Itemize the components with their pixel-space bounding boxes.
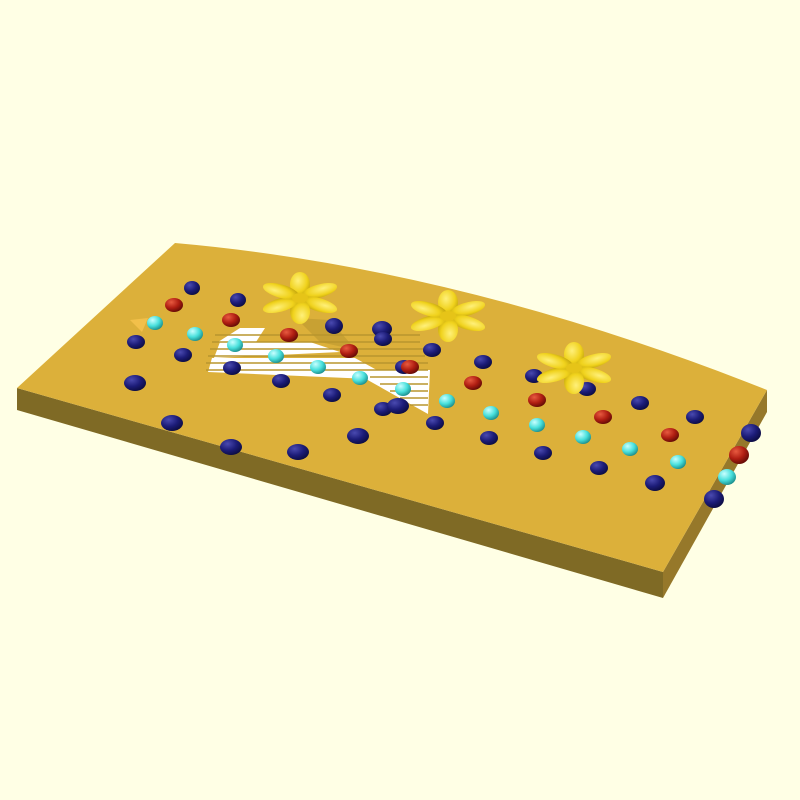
- marble-navy: [590, 461, 608, 475]
- marble-cyan: [718, 469, 736, 485]
- board: [17, 243, 767, 598]
- marble-navy: [230, 293, 246, 307]
- marble-navy: [161, 415, 183, 431]
- marble-navy: [534, 446, 552, 460]
- marble-navy: [741, 424, 761, 442]
- marble-cyan: [395, 382, 411, 396]
- marble-navy: [220, 439, 242, 455]
- marble-cyan: [575, 430, 591, 444]
- marble-red: [165, 298, 183, 312]
- marble-navy: [325, 318, 343, 334]
- cutout-region: [130, 318, 430, 414]
- marble-red: [401, 360, 419, 374]
- marble-navy: [426, 416, 444, 430]
- flower-right: [536, 341, 612, 395]
- marble-red: [661, 428, 679, 442]
- marble-cyan: [147, 316, 163, 330]
- flower-left: [262, 271, 338, 325]
- marble-red: [528, 393, 546, 407]
- marbles: [124, 281, 761, 508]
- marble-red: [594, 410, 612, 424]
- marble-navy: [704, 490, 724, 508]
- marble-cyan: [187, 327, 203, 341]
- marble-red: [280, 328, 298, 342]
- marble-navy: [645, 475, 665, 491]
- marble-navy: [287, 444, 309, 460]
- marble-red: [340, 344, 358, 358]
- marble-navy: [127, 335, 145, 349]
- marble-cyan: [352, 371, 368, 385]
- marble-navy: [323, 388, 341, 402]
- marble-red: [464, 376, 482, 390]
- board-front-face: [17, 388, 663, 598]
- flower-middle: [410, 289, 486, 343]
- marble-cyan: [310, 360, 326, 374]
- marble-cyan: [670, 455, 686, 469]
- marble-navy: [272, 374, 290, 388]
- marble-cyan: [622, 442, 638, 456]
- marble-navy: [374, 332, 392, 346]
- marble-navy: [474, 355, 492, 369]
- flowers: [262, 271, 612, 395]
- marble-cyan: [483, 406, 499, 420]
- marble-cyan: [529, 418, 545, 432]
- marble-navy: [184, 281, 200, 295]
- marble-red: [729, 446, 749, 464]
- marble-navy: [686, 410, 704, 424]
- marble-navy: [423, 343, 441, 357]
- marble-navy: [631, 396, 649, 410]
- marble-navy: [387, 398, 409, 414]
- marble-red: [222, 313, 240, 327]
- marble-navy: [223, 361, 241, 375]
- marble-navy: [347, 428, 369, 444]
- marble-navy: [480, 431, 498, 445]
- marble-navy: [124, 375, 146, 391]
- marble-navy: [174, 348, 192, 362]
- marble-cyan: [268, 349, 284, 363]
- marble-cyan: [227, 338, 243, 352]
- marble-cyan: [439, 394, 455, 408]
